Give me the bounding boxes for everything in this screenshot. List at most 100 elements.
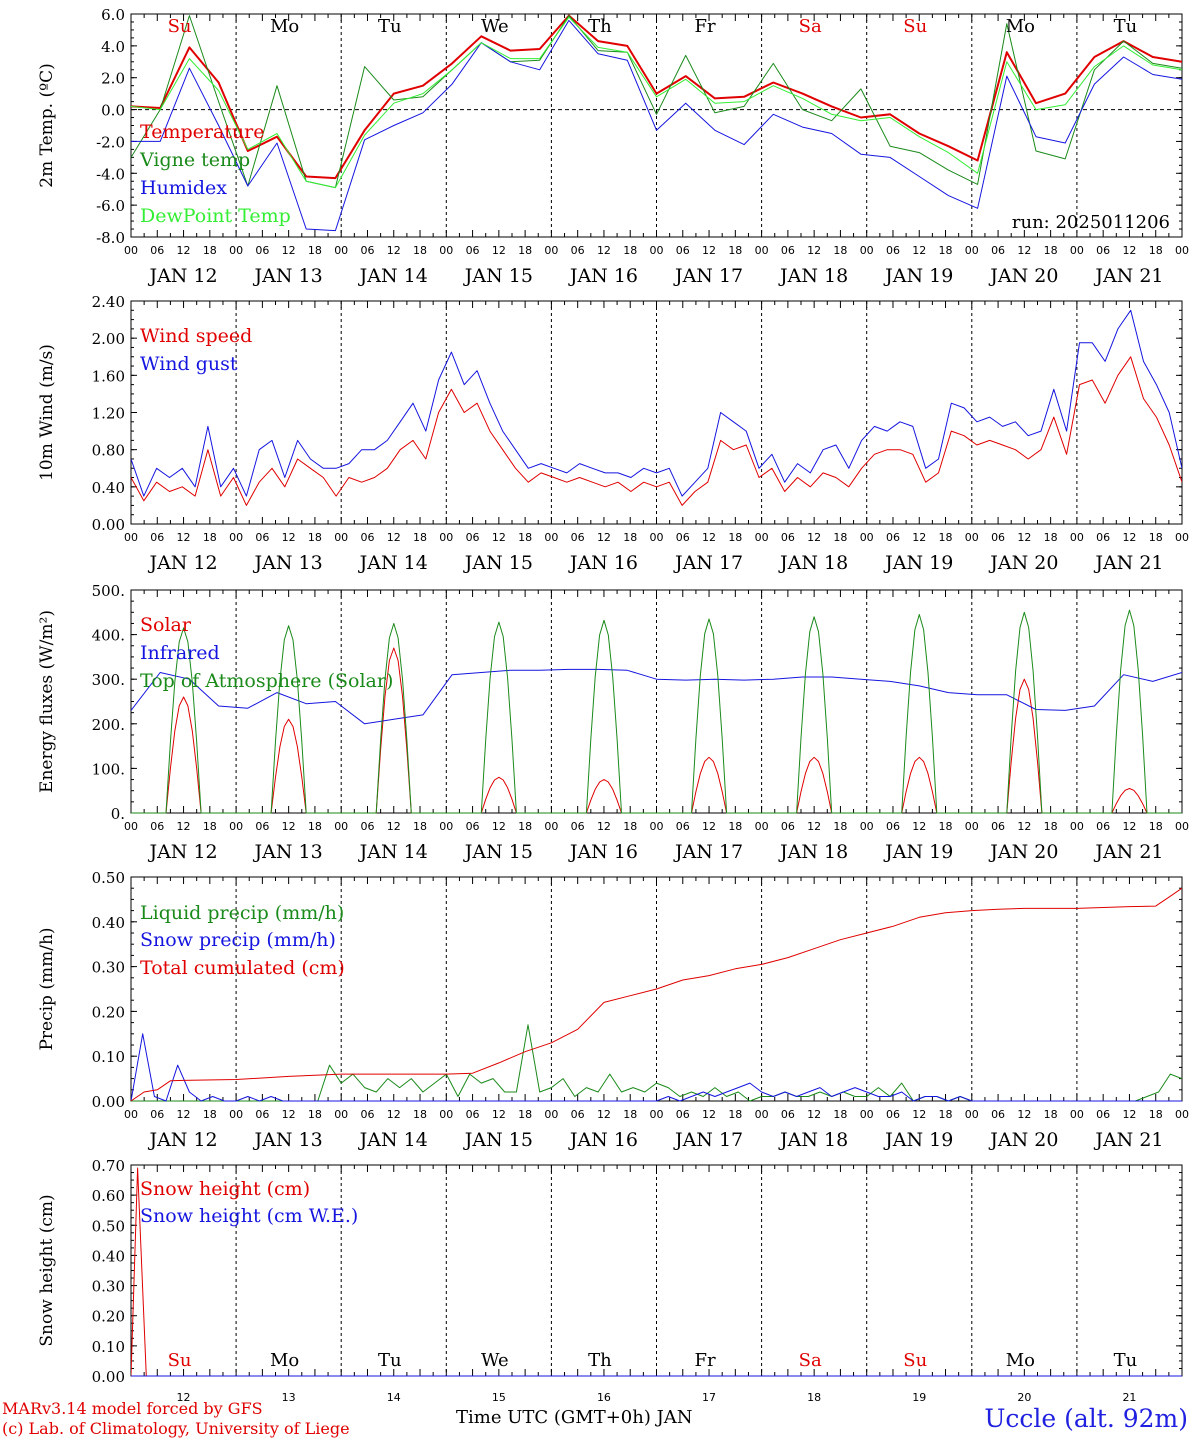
date-label: JAN 21: [1093, 552, 1163, 574]
hour-label: 06: [1096, 244, 1110, 257]
hour-label: 18: [1044, 531, 1058, 544]
y-tick-label: 0.00: [92, 516, 125, 534]
day-of-week-label: Sa: [799, 16, 822, 37]
y-axis-label: 2m Temp. (ºC): [37, 63, 57, 188]
chart-panel-2: 0.00 0.40 0.80 1.20 1.60 2.00 2.40 00 06 12 18 00 06…: [37, 293, 1189, 574]
hour-label: 00: [650, 244, 664, 257]
hour-label: 06: [360, 531, 374, 544]
y-tick-label: 300.: [92, 671, 125, 689]
hour-label: 18: [308, 244, 322, 257]
hour-label: 12: [702, 1108, 716, 1121]
hour-label: 06: [360, 820, 374, 833]
day-number: 18: [807, 1391, 821, 1404]
hour-label: 12: [387, 1108, 401, 1121]
y-tick-label: 400.: [92, 627, 125, 645]
legend-entry: Humidex: [140, 177, 227, 199]
hour-label: 18: [939, 244, 953, 257]
hour-label: 00: [755, 531, 769, 544]
hour-label: 12: [492, 244, 506, 257]
hour-label: 18: [623, 1108, 637, 1121]
hour-label: 18: [413, 531, 427, 544]
hour-label: 00: [439, 531, 453, 544]
hour-label: 00: [124, 1108, 138, 1121]
day-number: 16: [597, 1391, 611, 1404]
hour-label: 18: [833, 820, 847, 833]
date-label: JAN 19: [883, 552, 953, 574]
hour-label: 12: [702, 820, 716, 833]
day-of-week-label: Tu: [378, 1350, 402, 1371]
hour-label: 00: [965, 1108, 979, 1121]
hour-label: 06: [886, 820, 900, 833]
hour-label: 12: [1122, 1108, 1136, 1121]
hour-label: 06: [1096, 820, 1110, 833]
series-group: [131, 1167, 1182, 1377]
hour-label: 12: [282, 1108, 296, 1121]
hour-label: 06: [571, 244, 585, 257]
hour-label: 00: [439, 1108, 453, 1121]
hour-label: 18: [203, 244, 217, 257]
date-label: JAN 14: [358, 1129, 428, 1151]
date-label: JAN 12: [147, 552, 217, 574]
hour-label: 00: [860, 1108, 874, 1121]
series-group: [131, 609, 1182, 814]
hour-label: 18: [728, 244, 742, 257]
day-of-week-label: Tu: [1114, 1350, 1138, 1371]
hour-label: 06: [466, 1108, 480, 1121]
hour-label: 00: [124, 244, 138, 257]
date-label: JAN 14: [358, 265, 428, 287]
hour-label: 12: [807, 1108, 821, 1121]
hour-label: 12: [492, 820, 506, 833]
hour-label: 18: [939, 531, 953, 544]
hour-label: 00: [755, 820, 769, 833]
hour-label: 06: [991, 820, 1005, 833]
y-axis-label: 10m Wind (m/s): [37, 344, 57, 481]
day-of-week-label: Su: [903, 1350, 927, 1371]
day-number: 19: [912, 1391, 926, 1404]
hour-label: 12: [177, 820, 191, 833]
hour-label: 18: [623, 244, 637, 257]
hour-label: 06: [781, 244, 795, 257]
date-label: JAN 17: [673, 841, 743, 863]
day-number: 13: [282, 1391, 296, 1404]
date-label: JAN 20: [988, 552, 1058, 574]
hour-label: 00: [1175, 531, 1189, 544]
y-tick-label: -2.0: [96, 133, 125, 151]
y-tick-label: -4.0: [96, 165, 125, 183]
date-label: JAN 19: [883, 841, 953, 863]
y-tick-label: 0.30: [92, 959, 125, 977]
hour-label: 18: [518, 244, 532, 257]
legend-entry: Liquid precip (mm/h): [140, 902, 344, 924]
hour-label: 06: [571, 820, 585, 833]
y-tick-label: 2.00: [92, 330, 125, 348]
y-axis-label: Snow height (cm): [37, 1194, 57, 1346]
hour-label: 18: [1044, 244, 1058, 257]
hour-label: 00: [860, 244, 874, 257]
y-tick-label: 0.10: [92, 1048, 125, 1066]
legend-entry: Top of Atmosphere (Solar): [140, 670, 393, 692]
hour-label: 06: [150, 820, 164, 833]
hour-label: 06: [781, 820, 795, 833]
hour-label: 06: [466, 820, 480, 833]
hour-label: 00: [229, 820, 243, 833]
station-name: Uccle (alt. 92m): [984, 1404, 1188, 1433]
hour-label: 06: [360, 1108, 374, 1121]
day-number: 21: [1122, 1391, 1136, 1404]
chart-panel-3: 0. 100. 200. 300. 400. 500. 00 06 12 18 00 06 12 18 00…: [37, 582, 1189, 863]
hour-label: 00: [1070, 1108, 1084, 1121]
hour-label: 18: [308, 531, 322, 544]
day-of-week-label: Mo: [1006, 16, 1035, 37]
hour-label: 12: [912, 531, 926, 544]
hour-label: 18: [1149, 531, 1163, 544]
hour-label: 00: [1175, 1108, 1189, 1121]
day-of-week-label: Su: [168, 16, 192, 37]
hour-label: 18: [518, 1108, 532, 1121]
legend-entry: Infrared: [140, 642, 220, 664]
hour-label: 18: [518, 531, 532, 544]
legend-entry: Snow height (cm W.E.): [140, 1205, 358, 1227]
y-tick-label: -6.0: [96, 197, 125, 215]
hour-label: 06: [991, 244, 1005, 257]
hour-label: 00: [124, 820, 138, 833]
hour-label: 06: [255, 244, 269, 257]
hour-label: 12: [702, 244, 716, 257]
y-tick-label: 0.: [111, 805, 125, 823]
